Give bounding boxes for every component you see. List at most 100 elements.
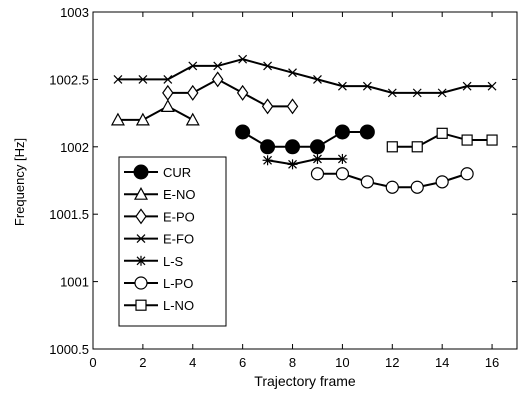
data-point-e-fo (387, 88, 397, 98)
data-point-e-fo (238, 54, 248, 64)
series-line-e-fo (117, 58, 493, 94)
legend-item-l-no: L-NO (124, 298, 194, 313)
series-l-po (310, 167, 474, 194)
data-point-l-no (436, 127, 448, 139)
series-layer (110, 54, 498, 194)
legend-label: E-NO (163, 187, 196, 202)
y-tick-label: 1001.5 (49, 207, 89, 222)
data-point-cur (235, 124, 251, 140)
data-point-l-po (310, 167, 325, 181)
data-point-e-fo (313, 74, 322, 84)
axis-ticks: 0 2 4 6 8 10 12 14 16 1000.5 1001 1001.5 1002 1002.5 1… (49, 5, 517, 370)
data-point-l-po (360, 175, 374, 189)
data-point-l-po (410, 180, 424, 194)
legend-label: CUR (163, 165, 191, 180)
series-line-l-s (267, 157, 343, 166)
data-point-cur (334, 124, 350, 140)
y-tick-label: 1000.5 (49, 342, 89, 357)
data-point-l-s (287, 159, 298, 170)
x-tick-label: 14 (435, 355, 449, 370)
data-point-e-fo (113, 74, 123, 84)
legend: CUR E-NO E-PO E-FO L-S L-PO L-NO (118, 156, 227, 327)
y-tick-label: 1003 (60, 5, 89, 20)
x-axis-label: Trajectory frame (254, 373, 356, 389)
data-point-l-po (460, 167, 474, 181)
data-point-e-no (185, 112, 200, 126)
data-point-e-fo (337, 81, 347, 91)
x-tick-label: 2 (139, 355, 146, 370)
data-point-cur (260, 139, 276, 155)
data-point-e-po (286, 98, 299, 115)
x-tick-label: 6 (239, 355, 246, 370)
data-point-e-fo (362, 81, 372, 91)
data-point-l-no (486, 134, 498, 146)
series-l-no (386, 127, 498, 153)
y-tick-label: 1001 (60, 275, 89, 290)
data-point-l-po (435, 175, 449, 189)
legend-marker (135, 299, 147, 311)
legend-item-l-s: L-S (124, 254, 184, 269)
legend-label: E-FO (163, 232, 194, 247)
data-point-cur (285, 139, 301, 155)
data-point-e-po (162, 84, 174, 101)
x-tick-label: 4 (189, 355, 196, 370)
series-cur (235, 124, 375, 155)
series-l-s (262, 153, 348, 170)
legend-label: L-NO (163, 298, 194, 313)
x-tick-label: 12 (385, 355, 399, 370)
legend-item-l-po: L-PO (124, 276, 193, 291)
data-point-e-fo (437, 88, 447, 98)
data-point-e-fo (487, 81, 497, 91)
data-point-e-fo (288, 68, 297, 78)
legend-marker (136, 234, 146, 244)
legend-label: L-S (163, 254, 184, 269)
x-tick-label: 10 (335, 355, 349, 370)
data-point-l-no (386, 141, 398, 153)
data-point-e-po (236, 84, 249, 101)
data-point-e-fo (412, 88, 422, 98)
legend-item-e-fo: E-FO (124, 232, 194, 247)
data-point-cur (309, 139, 325, 155)
y-tick-label: 1002 (60, 140, 89, 155)
data-point-e-fo (138, 74, 148, 84)
y-axis-label: Frequency [Hz] (12, 138, 27, 226)
x-tick-label: 8 (289, 355, 296, 370)
series-e-po (162, 71, 299, 115)
series-e-fo (113, 54, 497, 98)
legend-item-e-po: E-PO (124, 208, 195, 225)
series-line-e-no (117, 105, 194, 121)
data-point-e-no (160, 99, 175, 112)
legend-marker (134, 276, 148, 290)
legend-marker (136, 255, 146, 266)
data-point-e-po (187, 84, 199, 101)
legend-item-e-no: E-NO (124, 186, 196, 202)
data-point-l-po (385, 180, 399, 194)
legend-item-cur: CUR (124, 164, 191, 180)
data-point-e-po (261, 98, 274, 115)
legend-box (118, 156, 227, 327)
data-point-e-fo (163, 74, 173, 84)
x-tick-label: 16 (485, 355, 499, 370)
legend-label: L-PO (163, 276, 193, 291)
data-point-e-no (110, 112, 125, 126)
data-point-l-no (461, 134, 473, 146)
legend-marker (133, 186, 149, 200)
data-point-e-no (135, 112, 150, 126)
legend-marker (133, 164, 149, 180)
data-point-cur (359, 124, 375, 140)
data-point-l-s (312, 153, 323, 164)
data-point-l-no (411, 141, 423, 153)
series-e-no (110, 99, 200, 126)
data-point-l-s (337, 153, 348, 164)
data-point-e-fo (213, 61, 223, 71)
data-point-e-po (211, 71, 224, 88)
data-point-e-fo (188, 61, 198, 71)
y-tick-label: 1002.5 (49, 72, 89, 87)
data-point-l-s (262, 155, 273, 166)
data-point-e-fo (263, 61, 273, 71)
legend-marker (135, 208, 147, 225)
x-tick-label: 0 (89, 355, 96, 370)
data-point-e-fo (462, 81, 472, 91)
data-point-l-po (335, 167, 350, 181)
